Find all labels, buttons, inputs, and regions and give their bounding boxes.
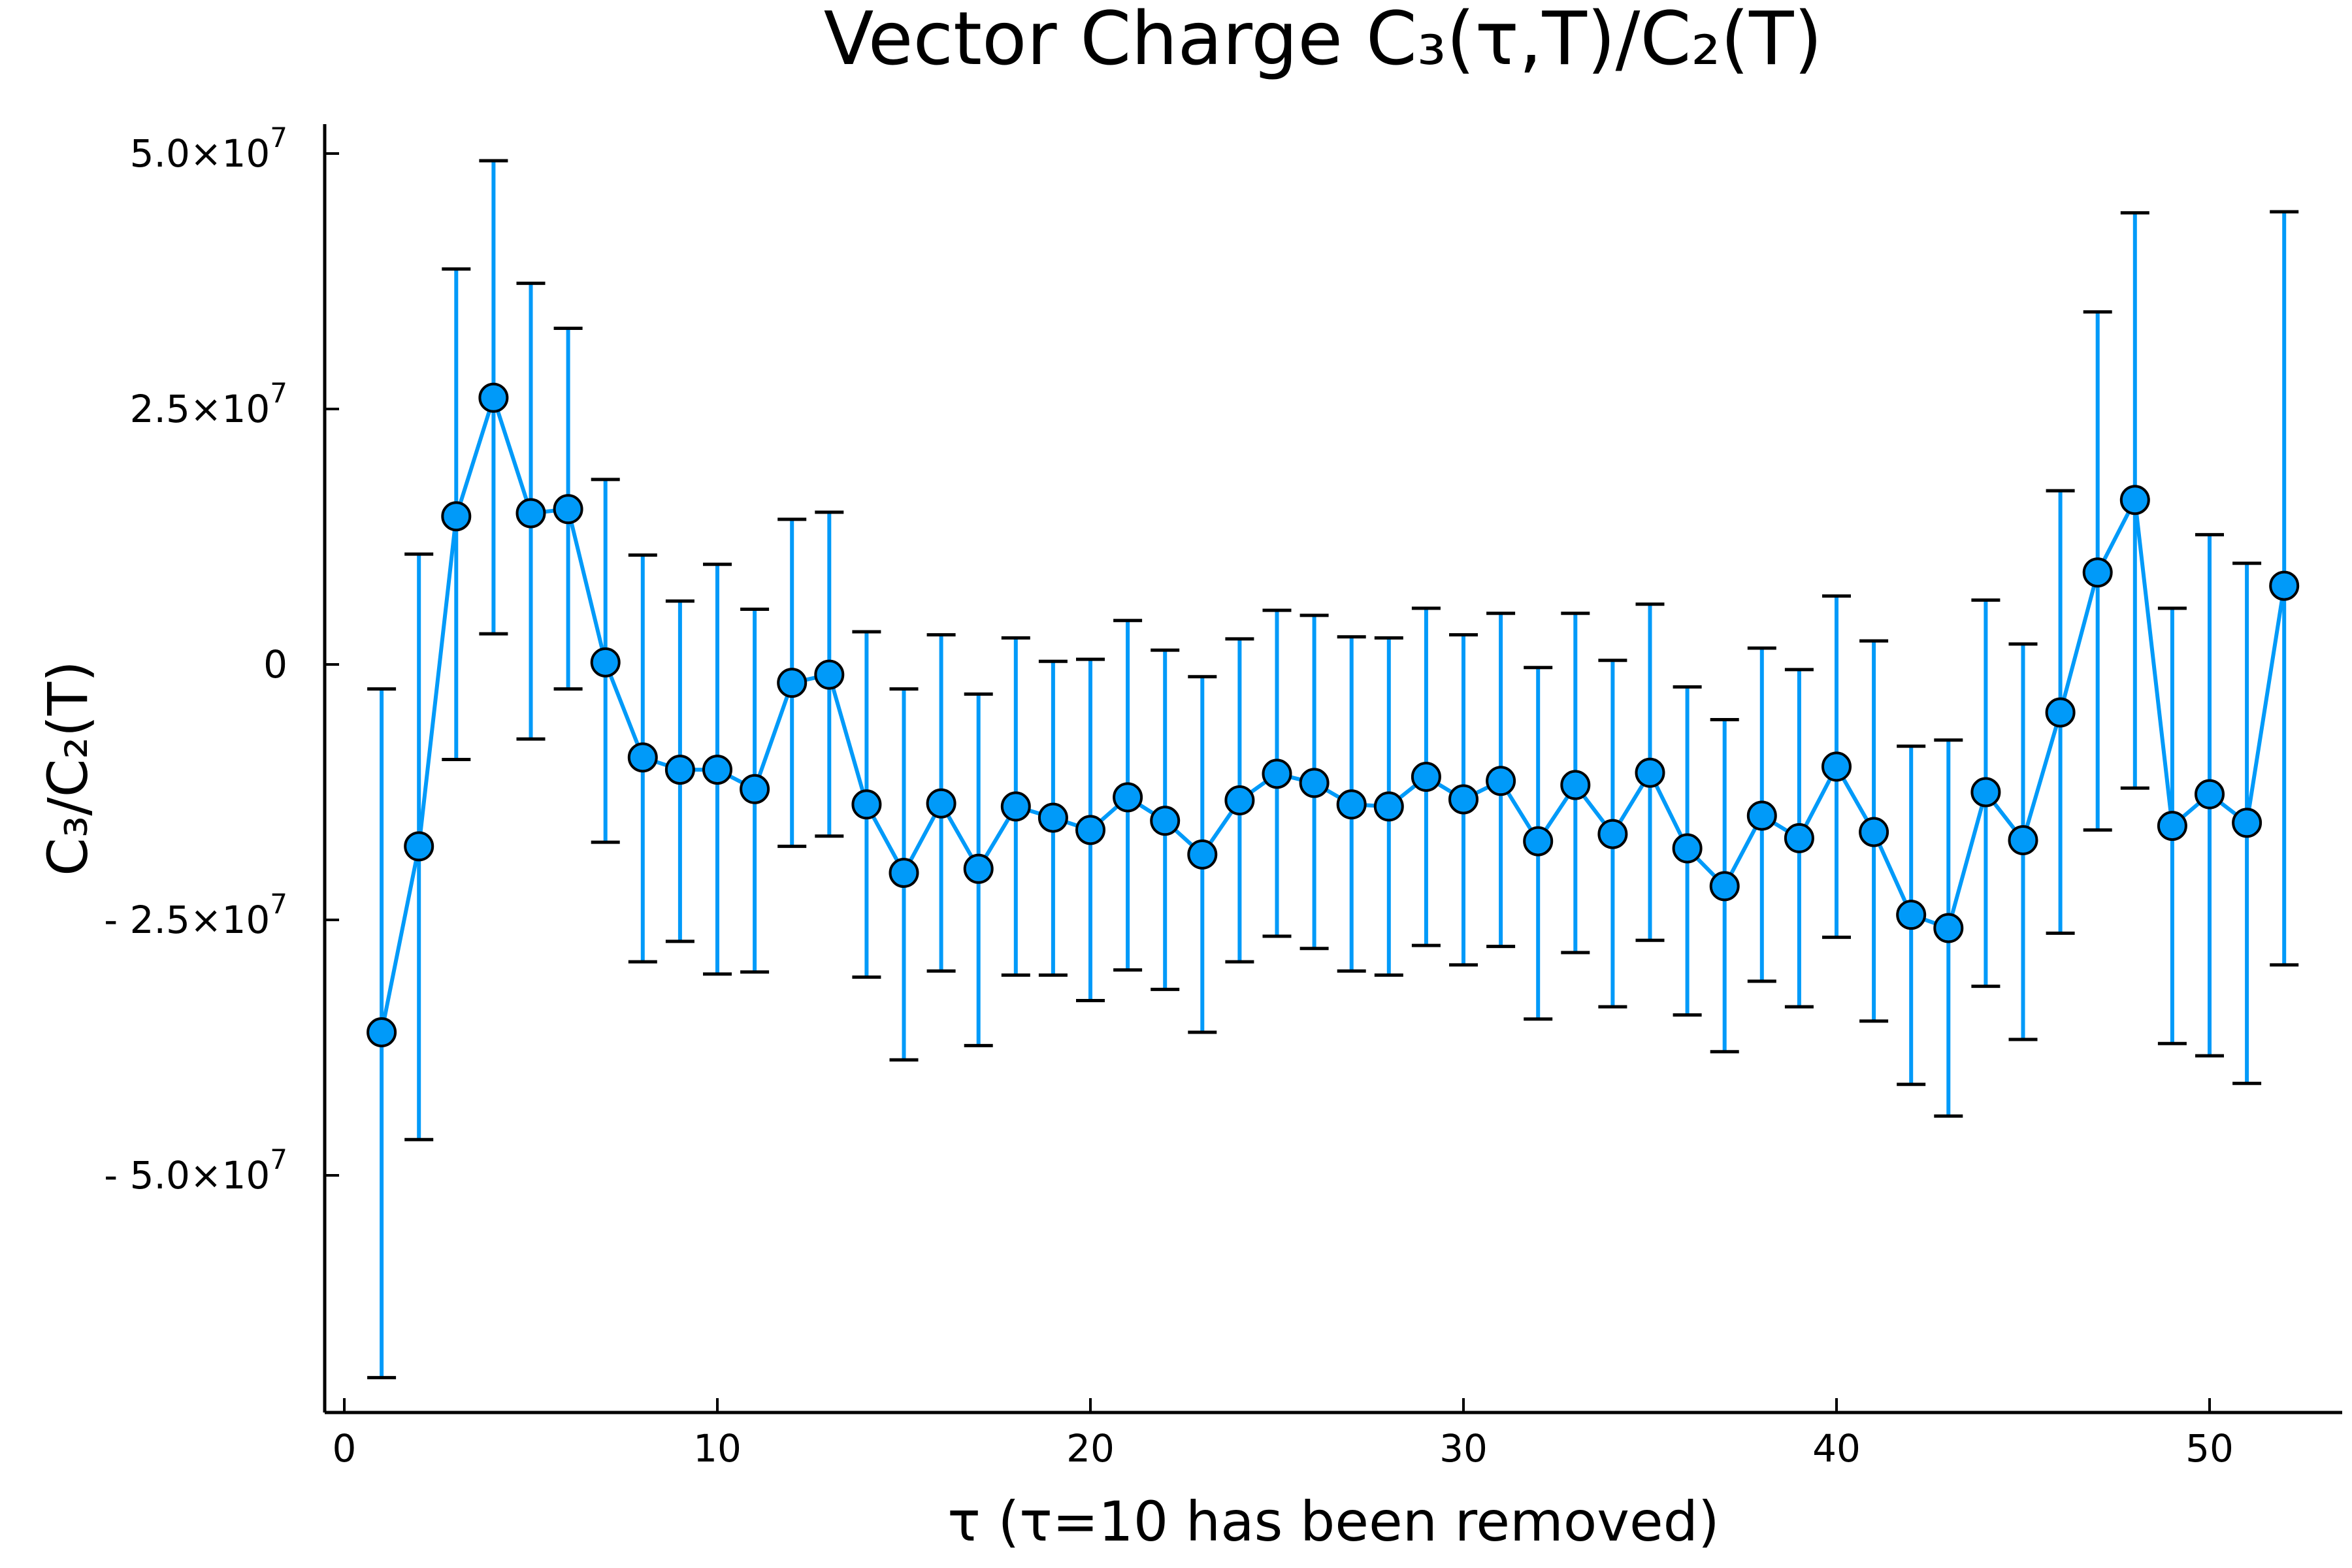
chart-title: Vector Charge C₃(τ,T)/C₂(T) [824, 0, 1823, 82]
data-point [1224, 785, 1255, 816]
x-tick-label: 0 [333, 1426, 357, 1471]
data-point [2008, 825, 2038, 856]
data-point [1299, 768, 1330, 798]
data-point [1672, 833, 1703, 864]
data-point [1970, 777, 2001, 808]
data-point [515, 498, 546, 529]
y-tick-mantissa: - 5.0×10 [104, 1153, 270, 1198]
data-point [2119, 485, 2150, 515]
data-point [1448, 784, 1478, 815]
x-axis-ticks: 0 10 20 30 40 50 [333, 1398, 2234, 1471]
y-tick-label: 5.0×107 [130, 122, 287, 176]
data-point [2232, 808, 2262, 838]
y-tick-mantissa: - 2.5×10 [104, 898, 270, 942]
data-point [627, 742, 658, 773]
x-tick-label: 20 [1066, 1426, 1115, 1471]
data-point [1560, 770, 1591, 800]
y-tick-label: - 2.5×107 [104, 888, 287, 942]
data-point [1150, 806, 1181, 836]
y-tick-mantissa: 2.5×10 [130, 387, 270, 431]
data-point [1896, 900, 1927, 930]
data-point [2157, 811, 2187, 841]
data-point [1000, 791, 1031, 822]
data-point [2195, 779, 2225, 809]
y-tick-label: 0 [263, 642, 287, 687]
data-point [1523, 826, 1554, 857]
data-point [1336, 789, 1367, 820]
data-point [1821, 751, 1852, 782]
x-tick-label: 40 [1812, 1426, 1861, 1471]
data-point [590, 647, 621, 678]
data-point [889, 858, 919, 889]
data-point [1486, 766, 1516, 796]
data-point [441, 501, 472, 532]
data-point [2269, 570, 2300, 601]
data-point [1411, 762, 1441, 792]
data-point [404, 831, 434, 862]
y-tick-exponent: 7 [270, 888, 287, 920]
series-line [380, 395, 2287, 1033]
data-point [1037, 802, 1068, 833]
data-point [851, 789, 882, 820]
data-point [1933, 913, 1964, 943]
data-point [478, 382, 509, 413]
data-point [740, 774, 770, 804]
data-point [664, 755, 695, 785]
data-point [777, 668, 808, 698]
data-point [553, 494, 583, 525]
data-point [1709, 871, 1740, 902]
data-point [1075, 815, 1105, 845]
x-tick-label: 30 [1439, 1426, 1488, 1471]
y-tick-exponent: 7 [270, 1143, 287, 1175]
data-point [702, 755, 732, 785]
y-tick-exponent: 7 [270, 122, 287, 154]
y-axis-label: C₃/C₂(T) [36, 661, 100, 876]
data-point [2082, 557, 2113, 588]
data-point [367, 1017, 397, 1048]
y-tick-mantissa: 5.0×10 [130, 131, 270, 176]
data-point [1373, 791, 1404, 822]
data-point [963, 853, 994, 884]
data-markers [367, 382, 2300, 1048]
data-point [1859, 817, 1889, 847]
data-point [1784, 823, 1814, 853]
data-point [1635, 757, 1665, 788]
x-axis-label: τ (τ=10 has been removed) [947, 1490, 1719, 1554]
data-point [1113, 782, 1143, 813]
data-point [1597, 819, 1628, 849]
x-tick-label: 10 [693, 1426, 742, 1471]
y-tick-mantissa: 0 [263, 642, 287, 687]
data-point [1746, 800, 1777, 831]
data-point [1262, 759, 1292, 789]
data-point [1187, 839, 1218, 870]
data-point [2045, 697, 2076, 728]
x-tick-label: 50 [2185, 1426, 2234, 1471]
data-point [926, 788, 956, 819]
y-tick-label: 2.5×107 [130, 377, 287, 431]
y-tick-exponent: 7 [270, 377, 287, 409]
data-point [814, 659, 845, 690]
y-tick-label: - 5.0×107 [104, 1143, 287, 1198]
